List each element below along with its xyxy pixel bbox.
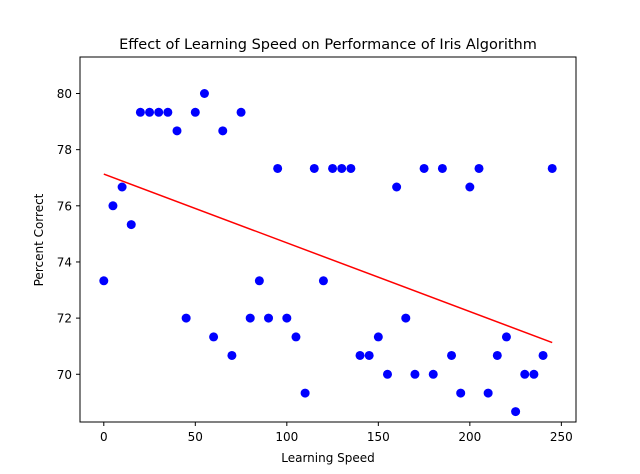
data-point: [474, 163, 484, 173]
data-point: [511, 407, 521, 417]
data-point: [190, 107, 200, 117]
x-axis-label: Learning Speed: [281, 451, 375, 465]
data-point: [456, 388, 466, 398]
data-point: [492, 350, 502, 360]
data-point: [309, 163, 319, 173]
data-point: [337, 163, 347, 173]
data-point: [328, 163, 338, 173]
data-point: [318, 276, 328, 286]
y-axis-label: Percent Correct: [32, 193, 46, 286]
y-tick-label: 78: [57, 143, 72, 157]
data-point: [465, 182, 475, 192]
x-tick-label: 250: [550, 430, 573, 444]
data-point: [227, 350, 237, 360]
x-tick-label: 150: [367, 430, 390, 444]
y-axis: 70 72 74 76 78 80: [57, 87, 80, 382]
data-point: [218, 126, 228, 136]
data-point: [501, 332, 511, 342]
data-point: [401, 313, 411, 323]
x-tick-label: 100: [275, 430, 298, 444]
data-point: [447, 350, 457, 360]
y-tick-label: 80: [57, 87, 72, 101]
data-point: [236, 107, 246, 117]
data-point: [483, 388, 493, 398]
data-point: [273, 163, 283, 173]
y-tick-label: 76: [57, 199, 72, 213]
data-point: [547, 163, 557, 173]
fit-line: [103, 173, 553, 344]
x-tick-label: 0: [100, 430, 108, 444]
data-point: [364, 350, 374, 360]
data-point: [245, 313, 255, 323]
x-tick-label: 50: [188, 430, 203, 444]
data-point: [135, 107, 145, 117]
data-point: [392, 182, 402, 192]
data-point: [254, 276, 264, 286]
data-point: [410, 369, 420, 379]
data-point: [126, 220, 136, 230]
fit-line-layer: [103, 173, 553, 344]
y-tick-label: 72: [57, 312, 72, 326]
plot-area: [79, 56, 577, 423]
data-point: [529, 369, 539, 379]
data-point: [428, 369, 438, 379]
data-point: [520, 369, 530, 379]
y-tick-label: 70: [57, 368, 72, 382]
data-point: [382, 369, 392, 379]
data-point: [300, 388, 310, 398]
data-point: [117, 182, 127, 192]
x-tick-label: 200: [458, 430, 481, 444]
data-point: [355, 350, 365, 360]
data-point: [154, 107, 164, 117]
data-point: [291, 332, 301, 342]
plot-frame: [79, 56, 577, 423]
data-point: [346, 163, 356, 173]
x-axis: 0 50 100 150 200 250: [100, 422, 573, 444]
data-point: [209, 332, 219, 342]
data-point: [199, 89, 209, 98]
data-point: [419, 163, 429, 173]
data-point: [264, 313, 274, 323]
data-point: [181, 313, 191, 323]
y-tick-label: 74: [57, 255, 72, 269]
data-point: [108, 201, 118, 211]
data-point: [282, 313, 292, 323]
data-point: [99, 276, 109, 286]
data-point: [538, 350, 548, 360]
data-point: [437, 163, 447, 173]
data-point: [163, 107, 173, 117]
data-point: [172, 126, 182, 136]
chart-title: Effect of Learning Speed on Performance …: [119, 37, 537, 53]
data-point: [373, 332, 383, 342]
data-point: [145, 107, 155, 117]
points-layer: [99, 89, 557, 417]
